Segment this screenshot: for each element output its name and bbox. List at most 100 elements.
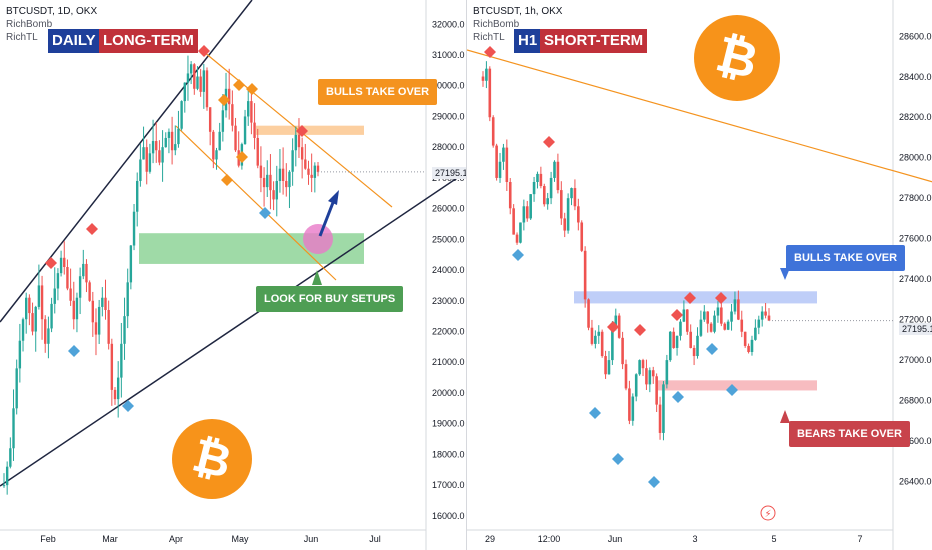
signal-diamond-marker — [259, 207, 271, 219]
daily-chart-svg[interactable]: 16000.0 17000.0 18000.0 19000.0 20000.0 21000… — [0, 0, 466, 550]
candle-body — [737, 299, 740, 320]
candle-body — [672, 331, 675, 348]
candle-body — [31, 313, 34, 332]
candle-body — [645, 368, 648, 385]
candle-body — [679, 321, 682, 336]
signal-diamond-marker — [198, 45, 210, 57]
candle-body — [218, 131, 221, 151]
candle-body — [689, 331, 692, 348]
candle-body — [174, 144, 177, 151]
y-tick-label: 21000.0 — [432, 357, 465, 367]
candle-body — [743, 331, 747, 346]
candle-body — [259, 165, 263, 178]
candle-body — [278, 168, 282, 181]
candle-body — [597, 331, 601, 336]
buy-callout-pointer — [312, 270, 322, 285]
y-tick-label: 24000.0 — [432, 265, 465, 275]
signal-diamond-marker — [68, 345, 80, 357]
hourly-chart-svg[interactable]: 26400.0 26600.0 26800.0 27000.0 27200.0 27400… — [467, 0, 932, 550]
candle-body — [634, 374, 638, 397]
candle-body — [747, 345, 750, 352]
y-tick-label: 28600.0 — [899, 31, 932, 41]
candle-body — [231, 104, 234, 126]
ascending-resistance-line — [0, 0, 253, 323]
candle-body — [764, 311, 767, 316]
signal-diamond-marker — [684, 292, 696, 304]
candle-body — [189, 64, 193, 74]
candle-body — [145, 147, 148, 172]
candle-body — [519, 222, 522, 243]
candle-body — [607, 360, 611, 375]
look-for-buy-setups-callout: LOOK FOR BUY SETUPS — [256, 286, 404, 312]
lightning-bolt-icon: ⚡ — [764, 509, 771, 520]
candle-body — [658, 404, 662, 433]
signal-diamond-marker — [672, 391, 684, 403]
candle-body — [307, 168, 310, 175]
hourly-indicator-2: RichTL — [473, 32, 505, 43]
candle-body — [37, 285, 41, 307]
candle-body — [129, 245, 133, 283]
hourly-indicator-1: RichBomb — [473, 19, 520, 30]
daily-symbol: BTCUSDT, 1D, OKX — [6, 6, 98, 17]
signal-diamond-marker — [233, 79, 245, 91]
candle-body — [88, 282, 91, 301]
x-tick-label: 3 — [692, 534, 697, 544]
hourly-symbol: BTCUSDT, 1h, OKX — [473, 6, 563, 17]
h1-label: H1 — [514, 29, 542, 53]
signal-diamond-marker — [45, 257, 57, 269]
candle-body — [304, 159, 307, 169]
candle-body — [750, 339, 754, 352]
x-tick-label: 29 — [485, 534, 495, 544]
candle-body — [202, 70, 206, 92]
candle-body — [583, 250, 587, 300]
descending-channel-bottom — [175, 125, 337, 281]
candle-body — [648, 370, 652, 385]
candle-body — [177, 128, 180, 145]
bulls-take-over-callout: BULLS TAKE OVER — [318, 79, 438, 105]
resistance-zone — [256, 125, 364, 135]
signal-diamond-marker — [122, 400, 134, 412]
bitcoin-logo-icon — [694, 15, 780, 101]
y-tick-label: 26400.0 — [899, 477, 932, 487]
candle-body — [532, 182, 536, 195]
candle-body — [733, 299, 737, 312]
candle-body — [573, 188, 577, 207]
y-tick-label: 27400.0 — [899, 274, 932, 284]
candle-body — [63, 257, 66, 267]
candle-body — [502, 147, 505, 162]
candle-body — [525, 206, 529, 219]
candle-body — [294, 134, 297, 151]
candle-body — [730, 311, 733, 322]
candle-body — [703, 311, 706, 320]
y-tick-label: 16000.0 — [432, 511, 465, 521]
candle-body — [316, 165, 320, 172]
candle-body — [158, 150, 161, 163]
candle-body — [18, 340, 22, 369]
candle-body — [221, 110, 225, 132]
candle-body — [563, 218, 567, 231]
candle-body — [553, 161, 556, 178]
candle-body — [709, 323, 713, 332]
candle-body — [529, 194, 532, 219]
signal-diamond-marker — [86, 223, 98, 235]
descending-resistance-line — [467, 49, 932, 183]
candle-body — [675, 335, 679, 348]
candle-body — [164, 137, 167, 148]
candle-body — [167, 131, 171, 138]
x-tick-label: Feb — [40, 534, 56, 544]
y-tick-label: 26000.0 — [432, 204, 465, 214]
buy-zone-highlight — [303, 224, 333, 254]
candle-body — [155, 141, 158, 151]
candle-body — [566, 198, 570, 231]
hourly-chart-panel[interactable]: 26400.0 26600.0 26800.0 27000.0 27200.0 27400… — [466, 0, 932, 550]
y-tick-label: 26800.0 — [899, 396, 932, 406]
candle-body — [699, 319, 703, 336]
candle-body — [161, 147, 164, 163]
y-tick-label: 28200.0 — [899, 112, 932, 122]
candle-body — [215, 150, 218, 160]
candle-body — [685, 309, 689, 332]
candle-body — [495, 145, 498, 178]
candle-body — [485, 68, 488, 81]
daily-chart-panel[interactable]: 16000.0 17000.0 18000.0 19000.0 20000.0 21000… — [0, 0, 471, 550]
bulls-callout-pointer — [780, 268, 790, 280]
